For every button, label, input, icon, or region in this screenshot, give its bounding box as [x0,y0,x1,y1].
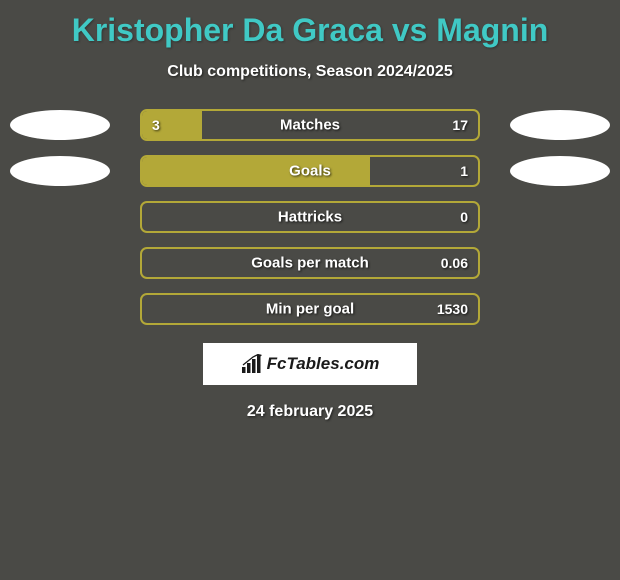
stat-bar: 3 Matches 17 [140,109,480,141]
stat-label: Goals per match [251,255,369,272]
stat-label: Hattricks [278,209,342,226]
stat-label: Matches [280,117,340,134]
stat-label: Goals [289,163,331,180]
player-ellipse-left [10,156,110,186]
logo-box: FcTables.com [203,343,417,385]
date-text: 24 february 2025 [0,403,620,421]
chart-icon [241,354,263,374]
stat-value-right: 0.06 [441,255,468,271]
page-title: Kristopher Da Graca vs Magnin [0,0,620,49]
stat-value-right: 1530 [437,301,468,317]
stat-row: Min per goal 1530 [0,293,620,325]
bar-fill-left [142,157,370,185]
stat-value-right: 17 [452,117,468,133]
stat-value-right: 0 [460,209,468,225]
player-ellipse-right [510,110,610,140]
stat-label: Min per goal [266,301,354,318]
stat-bar: Goals per match 0.06 [140,247,480,279]
stat-bar: Min per goal 1530 [140,293,480,325]
stat-value-right: 1 [460,163,468,179]
stat-row: Hattricks 0 [0,201,620,233]
stat-row: 3 Matches 17 [0,109,620,141]
player-ellipse-left [10,110,110,140]
logo-text: FcTables.com [267,354,380,374]
player-ellipse-right [510,156,610,186]
stat-row: Goals per match 0.06 [0,247,620,279]
page-subtitle: Club competitions, Season 2024/2025 [0,63,620,81]
stat-row: Goals 1 [0,155,620,187]
stat-bar: Hattricks 0 [140,201,480,233]
logo-content: FcTables.com [241,354,380,374]
stats-area: 3 Matches 17 Goals 1 Hattricks 0 Goals per matc… [0,109,620,325]
stat-bar: Goals 1 [140,155,480,187]
stat-value-left: 3 [152,117,160,133]
